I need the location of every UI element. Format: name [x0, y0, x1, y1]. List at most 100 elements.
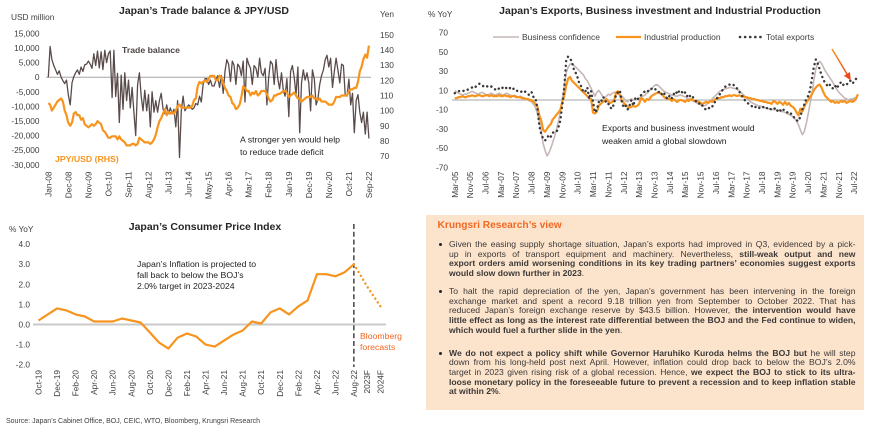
svg-text:2.0: 2.0 — [18, 279, 30, 289]
svg-text:Jul-10: Jul-10 — [573, 171, 583, 194]
svg-text:Nov-05: Nov-05 — [465, 171, 475, 198]
svg-text:-5,000: -5,000 — [16, 87, 40, 97]
svg-text:% YoY: % YoY — [428, 9, 453, 19]
svg-text:Feb-18: Feb-18 — [264, 171, 274, 198]
svg-text:2.0% target in 2023-2024: 2.0% target in 2023-2024 — [137, 281, 235, 291]
svg-text:A stronger yen would help: A stronger yen would help — [240, 135, 340, 145]
svg-text:Mar-21: Mar-21 — [818, 171, 828, 198]
svg-text:30: 30 — [439, 66, 449, 76]
svg-text:10: 10 — [439, 85, 449, 95]
svg-text:Exports and business investmen: Exports and business investment would — [602, 123, 755, 133]
svg-text:15,000: 15,000 — [14, 28, 40, 38]
svg-text:Mar-19: Mar-19 — [772, 171, 782, 198]
svg-text:Sep-22: Sep-22 — [364, 171, 374, 198]
svg-text:Dec-20: Dec-20 — [163, 370, 173, 397]
svg-text:Aug-21: Aug-21 — [238, 370, 248, 397]
svg-text:Japan’s Exports, Business inve: Japan’s Exports, Business investment and… — [499, 5, 821, 17]
svg-text:1.0: 1.0 — [18, 299, 30, 309]
svg-text:Jul-20: Jul-20 — [803, 171, 813, 194]
svg-text:Dec-21: Dec-21 — [275, 370, 285, 397]
svg-text:USD million: USD million — [11, 12, 55, 22]
svg-text:Aug-20: Aug-20 — [126, 370, 136, 397]
svg-text:May-15: May-15 — [204, 171, 214, 199]
svg-text:Jun-22: Jun-22 — [331, 370, 341, 396]
svg-text:90: 90 — [380, 121, 390, 131]
svg-text:Japan’s Consumer Price Index: Japan’s Consumer Price Index — [129, 221, 282, 233]
svg-text:Dec-19: Dec-19 — [304, 171, 314, 198]
svg-text:-20,000: -20,000 — [11, 131, 40, 141]
svg-text:Jul-13: Jul-13 — [164, 171, 174, 194]
svg-text:% YoY: % YoY — [9, 224, 34, 234]
svg-text:Mar-17: Mar-17 — [726, 171, 736, 198]
svg-text:Nov-13: Nov-13 — [650, 171, 660, 198]
svg-text:5,000: 5,000 — [19, 58, 40, 68]
svg-text:Industrial production: Industrial production — [644, 32, 721, 42]
svg-text:-1.0: -1.0 — [16, 340, 31, 350]
svg-text:Jul-22: Jul-22 — [849, 171, 859, 194]
svg-text:0: 0 — [35, 72, 40, 82]
svg-text:Jun-14: Jun-14 — [184, 171, 194, 197]
svg-text:Japan’s Inflation is projected: Japan’s Inflation is projected to — [137, 259, 256, 269]
svg-text:Source: Japan’s Cabinet Office: Source: Japan’s Cabinet Office, BOJ, CEI… — [6, 418, 260, 425]
svg-text:Mar-09: Mar-09 — [542, 171, 552, 198]
svg-text:Mar-07: Mar-07 — [496, 171, 506, 198]
svg-text:weaken amid a global slowdown: weaken amid a global slowdown — [601, 136, 727, 146]
svg-text:Apr-20: Apr-20 — [89, 370, 99, 395]
svg-text:Aug-12: Aug-12 — [144, 171, 154, 198]
svg-text:80: 80 — [380, 136, 390, 146]
svg-text:Bloomberg: Bloomberg — [360, 331, 402, 341]
svg-text:100: 100 — [380, 106, 394, 116]
svg-text:-10,000: -10,000 — [11, 101, 40, 111]
svg-text:130: 130 — [380, 60, 394, 70]
svg-text:Jul-12: Jul-12 — [619, 171, 629, 194]
svg-text:-15,000: -15,000 — [11, 116, 40, 126]
svg-text:Oct-10: Oct-10 — [103, 171, 113, 196]
svg-text:Feb-21: Feb-21 — [182, 370, 192, 397]
svg-text:fall back to below the BOJ’s: fall back to below the BOJ’s — [137, 270, 244, 280]
svg-text:Feb-20: Feb-20 — [71, 370, 81, 397]
svg-text:Yen: Yen — [380, 9, 394, 19]
svg-text:-25,000: -25,000 — [11, 145, 40, 155]
svg-text:Jul-18: Jul-18 — [757, 171, 767, 194]
svg-text:Apr-22: Apr-22 — [312, 370, 322, 395]
svg-text:Nov-15: Nov-15 — [696, 171, 706, 198]
svg-text:Nov-19: Nov-19 — [788, 171, 798, 198]
svg-text:2023F: 2023F — [362, 370, 372, 394]
svg-text:Mar-05: Mar-05 — [450, 171, 460, 198]
svg-text:Japan’s Trade balance & JPY/US: Japan’s Trade balance & JPY/USD — [119, 5, 289, 17]
svg-text:-2.0: -2.0 — [16, 360, 31, 370]
svg-text:70: 70 — [380, 151, 390, 161]
svg-text:forecasts: forecasts — [360, 342, 396, 352]
svg-text:0.0: 0.0 — [18, 320, 30, 330]
svg-text:Jan-19: Jan-19 — [284, 171, 294, 197]
svg-text:Business confidence: Business confidence — [522, 32, 600, 42]
svg-text:Jan-08: Jan-08 — [43, 171, 53, 197]
svg-text:Oct-19: Oct-19 — [34, 370, 44, 395]
svg-text:70: 70 — [439, 28, 449, 38]
svg-text:Apr-16: Apr-16 — [224, 171, 234, 196]
svg-text:Total exports: Total exports — [766, 32, 814, 42]
svg-text:Jul-14: Jul-14 — [665, 171, 675, 194]
svg-text:3.0: 3.0 — [18, 259, 30, 269]
svg-text:-70: -70 — [436, 163, 448, 173]
svg-text:140: 140 — [380, 45, 394, 55]
svg-text:Dec-19: Dec-19 — [52, 370, 62, 397]
svg-text:Jul-08: Jul-08 — [527, 171, 537, 194]
svg-text:Nov-07: Nov-07 — [511, 171, 521, 198]
svg-text:JPY/USD (RHS): JPY/USD (RHS) — [55, 154, 119, 164]
svg-text:10,000: 10,000 — [14, 43, 40, 53]
svg-text:Mar-15: Mar-15 — [680, 171, 690, 198]
svg-text:Dec-08: Dec-08 — [63, 171, 73, 198]
svg-text:Apr-21: Apr-21 — [201, 370, 211, 395]
svg-text:Mar-11: Mar-11 — [588, 171, 598, 197]
svg-text:Nov-17: Nov-17 — [742, 171, 752, 198]
svg-text:120: 120 — [380, 75, 394, 85]
svg-text:Nov-09: Nov-09 — [83, 171, 93, 198]
svg-text:Aug-22: Aug-22 — [349, 370, 359, 397]
svg-text:Jun-20: Jun-20 — [108, 370, 118, 396]
svg-text:4.0: 4.0 — [18, 239, 30, 249]
svg-text:-30: -30 — [436, 124, 448, 134]
svg-text:-50: -50 — [436, 143, 448, 153]
svg-text:Nov-21: Nov-21 — [834, 171, 844, 198]
svg-text:to reduce trade deficit: to reduce trade deficit — [240, 147, 324, 157]
